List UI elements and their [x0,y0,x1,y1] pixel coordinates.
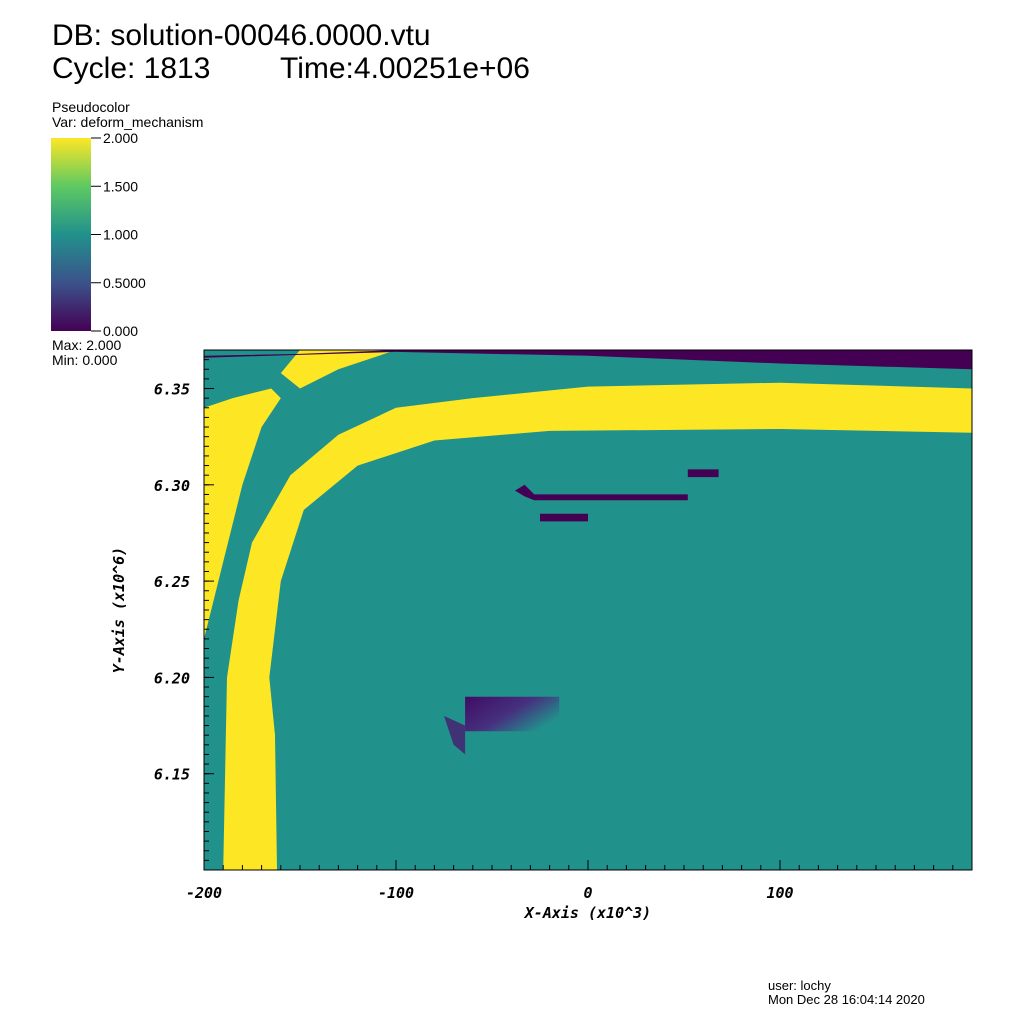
colorbar-tick-label-1: 1.500 [103,178,138,194]
colorbar-tick-label-4: 0.000 [103,323,138,339]
y-tick-label-4: 6.35 [154,381,190,399]
x-axis-title: X-Axis (x10^3) [523,904,651,922]
heatmap-background [204,350,972,870]
heatmap-region-top-strip [204,350,972,370]
axis-ticks: -200 -100 0 100 6.15 6.20 6.25 6.30 6.35 [154,349,973,902]
heatmap-region-purple-left-spike [444,715,466,755]
heatmap-region-yellow-wedge [204,388,281,639]
colorbar [51,138,91,331]
heatmap-region-purple-small-bar [540,513,588,522]
footer-user: user: lochy [768,978,831,993]
plot-type-label: Pseudocolor [52,99,130,115]
heatmap-region-top-left-arch [280,350,396,389]
y-tick-label-0: 6.15 [154,766,190,784]
colorbar-tick-label-3: 0.5000 [103,275,146,291]
min-label: Min: 0.000 [52,352,118,368]
heatmap-region-purple-right-tick [687,469,719,478]
footer-date: Mon Dec 28 16:04:14 2020 [768,992,925,1007]
y-tick-label-2: 6.25 [154,573,190,591]
x-tick-label-0: -200 [186,884,222,902]
time-label: Time:4.00251e+06 [280,52,530,85]
colorbar-tick-label-0: 2.000 [103,130,138,146]
x-tick-label-3: 100 [766,884,793,902]
heatmap-region-purple-streak [515,484,688,501]
var-label: Var: deform_mechanism [52,114,204,130]
heatmap-region-purple-block [465,696,560,732]
y-tick-label-1: 6.20 [154,669,190,687]
max-label: Max: 2.000 [52,337,122,353]
db-title: DB: solution-00046.0000.vtu [52,19,431,52]
y-axis-title: Y-Axis (x10^6) [110,547,128,673]
x-tick-label-1: -100 [378,884,414,902]
x-tick-label-2: 0 [583,884,592,902]
colorbar-tick-label-2: 1.000 [103,227,138,243]
colorbar-ticks: 2.000 1.500 1.000 0.5000 0.000 [91,130,146,339]
y-tick-label-3: 6.30 [154,477,190,495]
cycle-label: Cycle: 1813 [52,52,211,85]
plot-area [204,350,972,870]
